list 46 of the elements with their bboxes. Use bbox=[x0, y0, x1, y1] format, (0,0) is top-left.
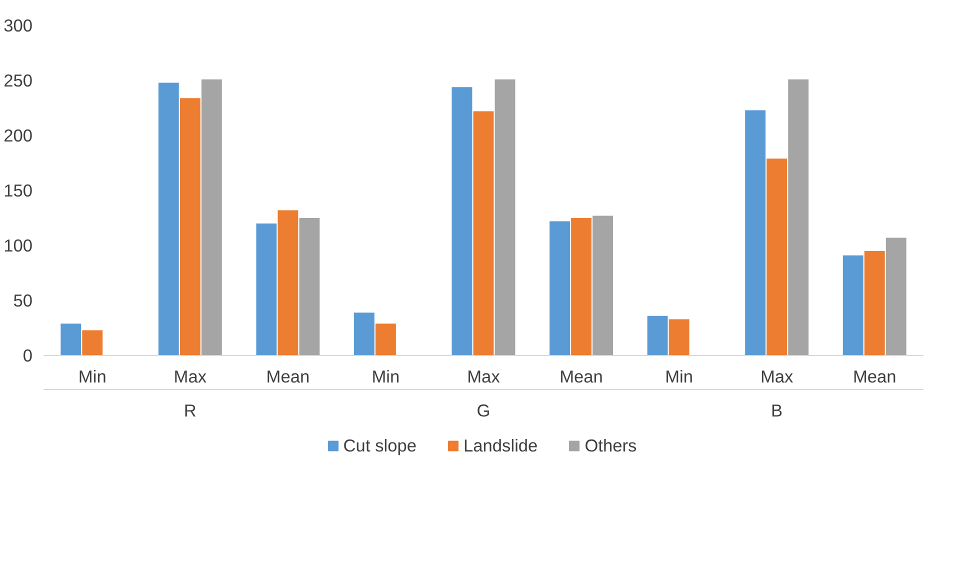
x-tick-label: Mean bbox=[852, 366, 896, 386]
bar bbox=[766, 158, 788, 356]
x-tick-label: Min bbox=[665, 366, 694, 386]
text: G bbox=[476, 400, 490, 420]
x-tick-label: Mean bbox=[266, 366, 310, 386]
bar bbox=[452, 87, 472, 356]
bar bbox=[278, 210, 298, 356]
y-tick-label: 300 bbox=[4, 16, 33, 36]
bar bbox=[60, 324, 82, 356]
y-tick-label: 150 bbox=[4, 180, 33, 200]
y-tick-label: 200 bbox=[4, 126, 33, 146]
bar bbox=[550, 221, 570, 356]
bar bbox=[82, 330, 103, 356]
x-tick-label: Max bbox=[760, 366, 794, 386]
y-tick-label: 250 bbox=[4, 70, 33, 90]
bar bbox=[788, 79, 809, 356]
bar bbox=[571, 218, 592, 356]
text: B bbox=[771, 400, 783, 420]
bar bbox=[842, 255, 864, 356]
x-tick-label: Max bbox=[467, 366, 500, 386]
bar bbox=[864, 251, 885, 356]
bar bbox=[647, 316, 668, 356]
bar bbox=[494, 79, 516, 356]
legend-label: Cut slope bbox=[343, 435, 417, 456]
y-tick-label: 0 bbox=[22, 346, 33, 366]
bar bbox=[376, 324, 396, 356]
x-tick-label: Min bbox=[78, 366, 106, 386]
bar bbox=[668, 319, 690, 356]
bar bbox=[886, 238, 906, 356]
legend-label: Others bbox=[584, 435, 637, 456]
text: R bbox=[184, 400, 196, 420]
bar bbox=[592, 216, 614, 356]
bar bbox=[256, 224, 277, 356]
bar bbox=[745, 110, 766, 356]
x-tick-label: Min bbox=[372, 366, 400, 386]
bar bbox=[299, 218, 320, 356]
bar bbox=[158, 82, 179, 356]
y-tick-label: 100 bbox=[4, 236, 33, 256]
y-tick-label: 50 bbox=[13, 290, 33, 310]
bar bbox=[473, 111, 494, 356]
bar bbox=[180, 98, 200, 356]
x-tick-label: Max bbox=[174, 366, 207, 386]
bar bbox=[354, 312, 374, 356]
legend-label: Landslide bbox=[464, 435, 538, 456]
x-tick-label: Mean bbox=[560, 366, 603, 386]
bar bbox=[201, 79, 222, 356]
